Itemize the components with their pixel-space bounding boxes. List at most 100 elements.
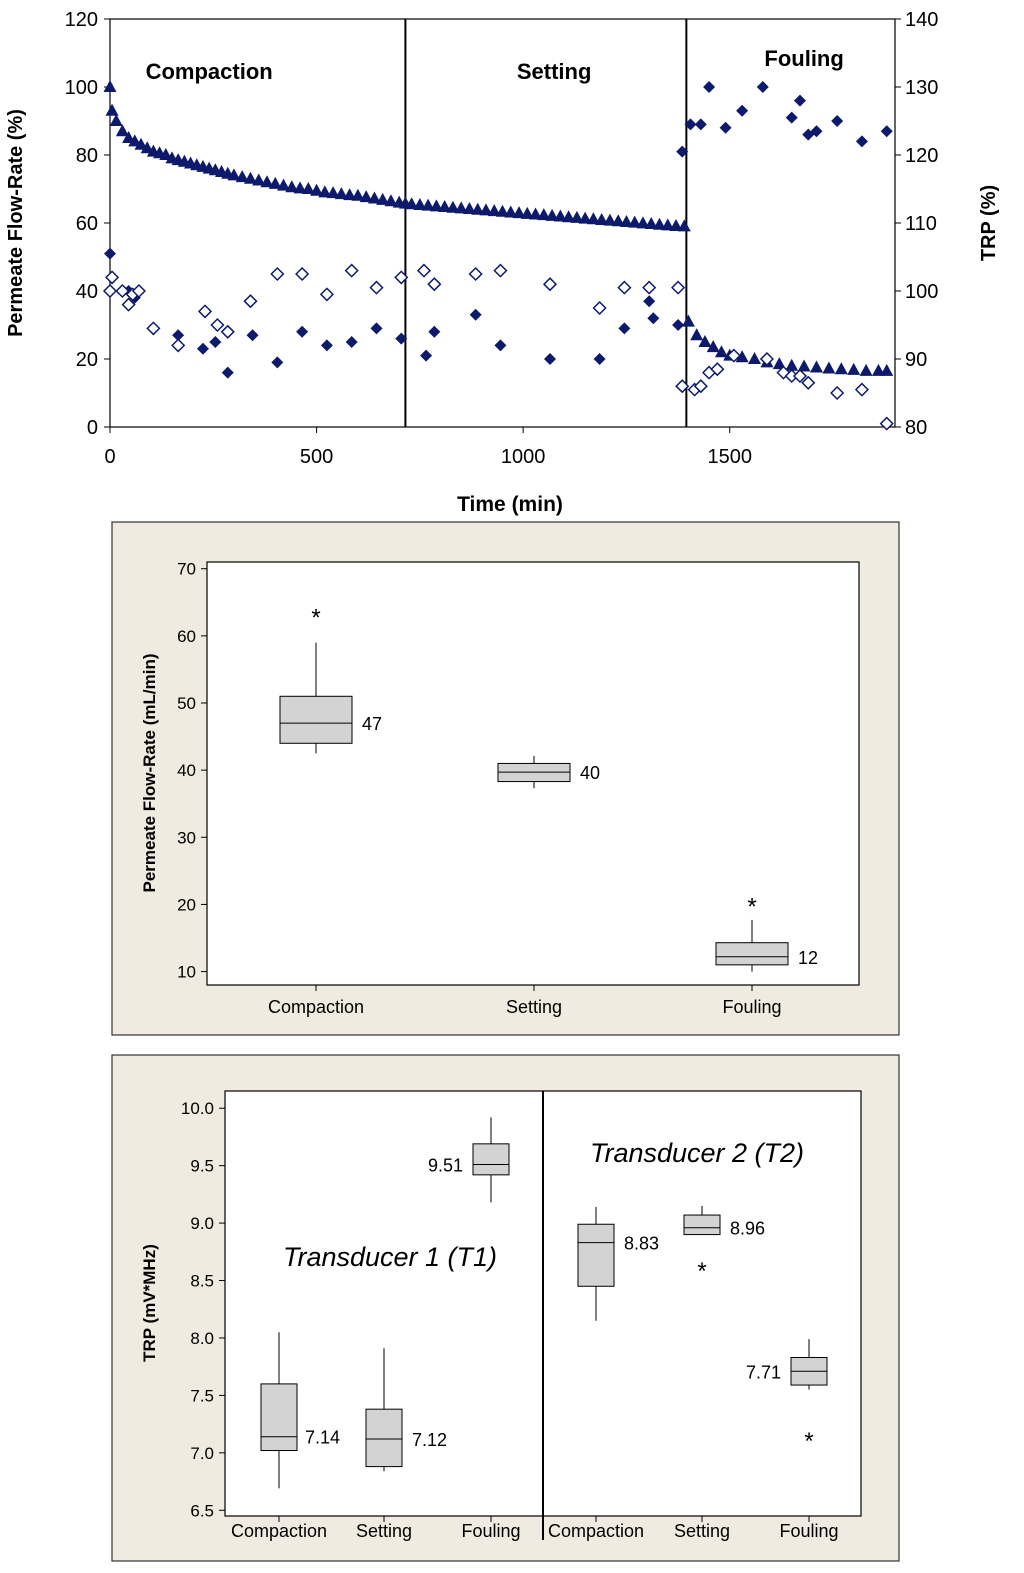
flow-rate-point bbox=[735, 350, 749, 363]
box-median-label: 8.83 bbox=[624, 1234, 659, 1254]
flow-rate-point bbox=[859, 363, 873, 376]
group-label-t2: Transducer 2 (T2) bbox=[590, 1138, 804, 1168]
trp-t2-point bbox=[642, 280, 657, 295]
flow-rate-point bbox=[103, 80, 117, 92]
trp-t2-point bbox=[726, 348, 741, 363]
flow-rate-point bbox=[421, 198, 435, 211]
trp-t2-point bbox=[210, 317, 225, 333]
y-tick-label: 40 bbox=[177, 761, 196, 780]
trp-t1-point bbox=[296, 325, 309, 338]
y-tick-label: 50 bbox=[177, 694, 196, 713]
trp-t2-point bbox=[617, 280, 632, 295]
trp-t1-point bbox=[756, 81, 769, 93]
box-iqr bbox=[472, 1143, 510, 1176]
flow-rate-point bbox=[748, 352, 762, 364]
box-median-label: 7.12 bbox=[412, 1430, 447, 1450]
x-tick-label: Compaction bbox=[268, 997, 364, 1017]
x-tick-label: Setting bbox=[674, 1521, 730, 1541]
flow-rate-point bbox=[260, 175, 274, 188]
y2-tick-label: 110 bbox=[905, 213, 937, 235]
trp-t2-point bbox=[197, 304, 213, 319]
flow-rate-point bbox=[462, 202, 476, 215]
y-tick-label: 8.0 bbox=[190, 1329, 214, 1348]
trp-t1-point bbox=[104, 247, 116, 260]
flow-rate-point bbox=[359, 190, 373, 203]
y2-tick-label: 100 bbox=[905, 281, 938, 303]
trp-t2-point bbox=[344, 263, 359, 278]
flow-rate-point bbox=[405, 197, 419, 210]
flow-rate-point bbox=[822, 361, 836, 374]
trp-t1-point bbox=[694, 118, 707, 131]
y-tick-label: 10.0 bbox=[181, 1099, 214, 1118]
flow-rate-point bbox=[677, 219, 691, 232]
flow-rate-point bbox=[326, 186, 340, 199]
trp-t2-point bbox=[759, 351, 774, 367]
trp-t2-point bbox=[220, 324, 235, 339]
y-axis-label: Permeate Flow-Rate (%) bbox=[5, 109, 27, 337]
y2-tick-label: 90 bbox=[905, 349, 927, 371]
y2-tick-label: 130 bbox=[905, 77, 938, 99]
flow-rate-point bbox=[545, 208, 559, 221]
trp-t1-point bbox=[544, 353, 557, 365]
trp-t1-point bbox=[855, 135, 868, 148]
flow-rate-point bbox=[834, 362, 848, 375]
box-outlier: * bbox=[311, 605, 320, 632]
y-tick-label: 80 bbox=[76, 145, 98, 167]
flow-rate-point bbox=[644, 217, 658, 230]
trp-t2-point bbox=[121, 297, 136, 312]
trp-boxplot-chart: 6.5 7.0 7.5 8.0 8.5 9.0 9.5 10.0 Compaction Sett… bbox=[111, 1054, 900, 1562]
flow-rate-point bbox=[772, 357, 786, 370]
flow-rate-point bbox=[562, 210, 576, 223]
flow-rate-point bbox=[520, 206, 534, 219]
x-tick-label: Setting bbox=[506, 997, 562, 1017]
flow-rate-point bbox=[496, 204, 509, 217]
y-tick-label: 9.0 bbox=[190, 1214, 214, 1233]
trp-t2-point bbox=[592, 300, 607, 316]
flow-rate-point bbox=[285, 180, 299, 193]
trp-t2-point bbox=[671, 280, 686, 295]
trp-t2-point bbox=[102, 283, 118, 299]
flow-rate-point bbox=[706, 340, 720, 353]
trp-t1-point bbox=[469, 308, 482, 321]
trp-t1-point bbox=[736, 104, 749, 117]
y2-tick-label: 140 bbox=[905, 9, 938, 31]
phase-label: Fouling bbox=[764, 46, 843, 71]
flow-rate-point bbox=[586, 212, 600, 225]
y-tick-label: 30 bbox=[177, 828, 196, 847]
trp-t1-point bbox=[672, 319, 685, 331]
y-tick-label: 0 bbox=[87, 417, 98, 439]
flow-rate-point bbox=[797, 359, 811, 372]
flow-rate-point bbox=[227, 168, 241, 181]
flow-rate-point bbox=[384, 194, 398, 207]
y-tick-label: 60 bbox=[177, 627, 196, 646]
y-tick-label: 6.5 bbox=[190, 1501, 214, 1520]
y2-tick-label: 80 bbox=[905, 417, 927, 439]
flow-rate-point bbox=[235, 170, 249, 183]
flow-rate-point bbox=[653, 217, 666, 230]
y-tick-label: 60 bbox=[76, 213, 98, 235]
x-tick-label: Setting bbox=[356, 1521, 412, 1541]
trp-t2-point bbox=[854, 382, 870, 397]
flow-rate-point bbox=[681, 314, 695, 327]
x-tick-label: Fouling bbox=[461, 1521, 520, 1541]
flow-rate-point bbox=[318, 185, 332, 198]
flow-rate-point bbox=[243, 171, 257, 184]
flow-rate-point bbox=[438, 200, 452, 213]
trp-t2-point bbox=[394, 270, 409, 285]
y2-tick-label: 120 bbox=[905, 145, 938, 167]
box-iqr bbox=[260, 1383, 298, 1452]
flow-rate-point bbox=[504, 205, 518, 218]
trp-t2-point bbox=[146, 321, 161, 336]
flow-rate-point bbox=[454, 201, 468, 214]
flow-rate-point bbox=[847, 362, 861, 375]
trp-t1-point bbox=[196, 342, 209, 355]
flow-rate-point bbox=[714, 345, 728, 358]
trp-t1-point bbox=[172, 329, 185, 342]
box-iqr bbox=[715, 942, 789, 966]
y-tick-label: 70 bbox=[177, 560, 196, 579]
flow-rate-point bbox=[661, 218, 675, 231]
y-tick-label: 7.0 bbox=[190, 1444, 214, 1463]
x-tick-label: 500 bbox=[300, 446, 333, 468]
trp-t2-point bbox=[542, 277, 558, 292]
